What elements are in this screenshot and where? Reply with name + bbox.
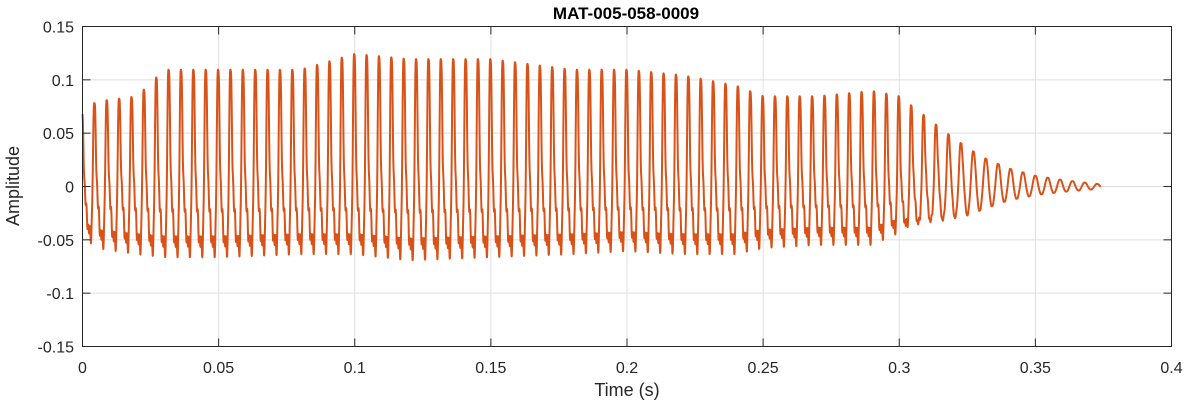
y-axis-label: Amplitude [3,146,23,226]
x-tick-label: 0.4 [1160,360,1182,377]
y-tick-label: 0.15 [43,20,74,37]
y-tick-label: -0.05 [38,233,75,250]
x-tick-label: 0.25 [748,360,779,377]
y-tick-label: -0.1 [46,286,74,303]
x-tick-label: 0 [78,360,87,377]
y-tick-label: 0.1 [52,73,74,90]
x-tick-label: 0.2 [616,360,638,377]
y-tick-label: 0 [65,180,74,197]
chart-title: MAT-005-058-0009 [553,4,699,23]
x-axis-label: Time (s) [594,380,659,400]
y-tick-label: -0.15 [38,340,75,357]
x-tick-label: 0.15 [475,360,506,377]
tick-layer [82,26,1172,347]
x-tick-label: 0.05 [203,360,234,377]
waveform-line [81,52,1102,262]
x-tick-label: 0.1 [344,360,366,377]
y-tick-label: 0.05 [43,126,74,143]
y-tick-labels: -0.15 -0.1 -0.05 0 0.05 0.1 0.15 [38,20,75,357]
x-tick-label: 0.35 [1020,360,1051,377]
x-tick-label: 0.3 [888,360,910,377]
x-tick-labels: 0 0.05 0.1 0.15 0.2 0.25 0.3 0.35 0.4 [78,360,1183,377]
series-layer [81,52,1102,262]
